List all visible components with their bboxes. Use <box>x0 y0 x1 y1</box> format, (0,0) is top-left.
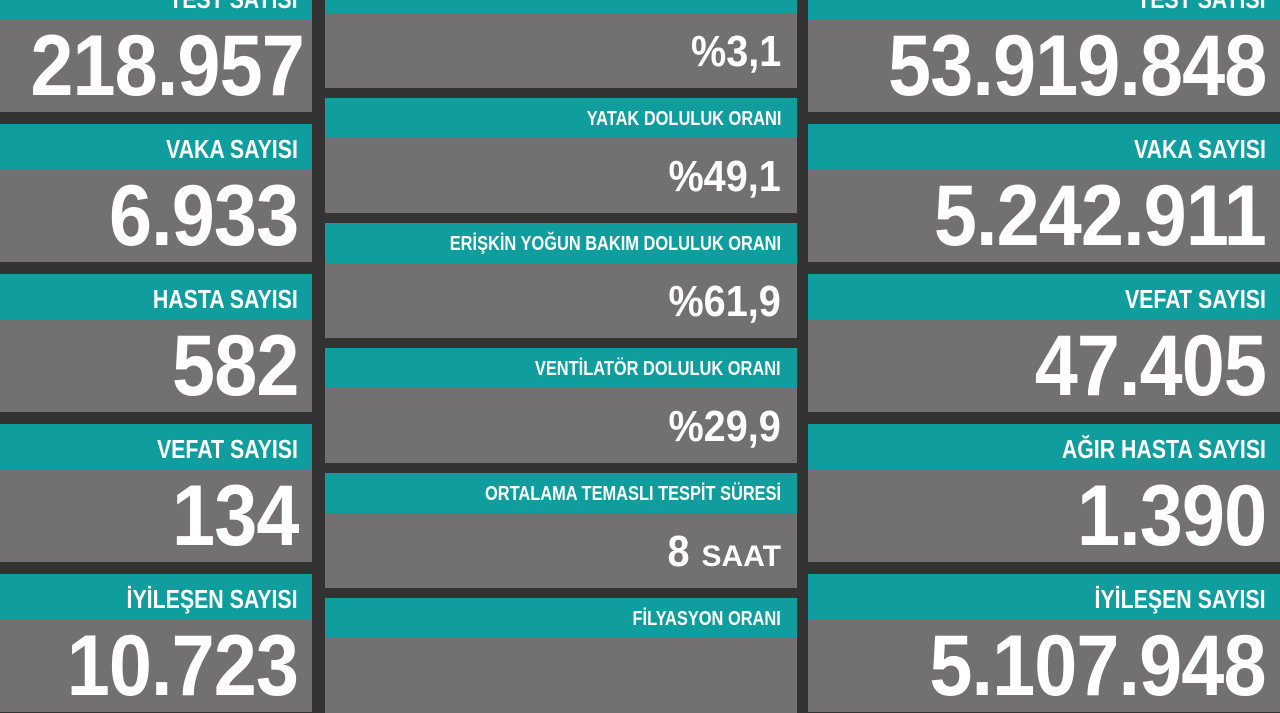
total-column: TEST SAYISI 53.919.848 VAKA SAYISI 5.242.… <box>808 0 1280 712</box>
tile-label: HASTA SAYISI <box>0 274 312 320</box>
tile-value: 8 SAAT <box>325 513 797 588</box>
tile-label: YATAK DOLULUK ORANI <box>325 98 797 138</box>
tile-value: 582 <box>0 320 312 412</box>
unit-text: SAAT <box>701 540 781 573</box>
tile-value: 47.405 <box>808 320 1280 412</box>
label-text: AĞIR HASTA SAYISI <box>1061 434 1266 464</box>
value-text: 5.242.911 <box>934 170 1267 262</box>
tile-label: HASTALARDA ZATÜRRE ORANI <box>325 0 797 13</box>
tile-label: VEFAT SAYISI <box>0 424 312 470</box>
daily-column: TEST SAYISI 218.957 VAKA SAYISI 6.933 HAST… <box>0 0 312 712</box>
tile-label: ERİŞKİN YOĞUN BAKIM DOLULUK ORANI <box>325 223 797 263</box>
tile-value: %49,1 <box>325 138 797 213</box>
tile-label: VAKA SAYISI <box>808 124 1280 170</box>
tile-label: TEST SAYISI <box>0 0 312 20</box>
value-text: 218.957 <box>30 20 304 112</box>
tile-value: 5.107.948 <box>808 620 1280 712</box>
value-text: 5.107.948 <box>929 620 1267 712</box>
label-text: HASTALARDA ZATÜRRE ORANI <box>530 0 781 13</box>
rates-column: HASTALARDA ZATÜRRE ORANI %3,1 YATAK DOLUL… <box>325 0 797 713</box>
tile-value: %3,1 <box>325 13 797 88</box>
tile-label: ORTALAMA TEMASLI TESPİT SÜRESİ <box>325 473 797 513</box>
label-text: VAKA SAYISI <box>166 134 298 164</box>
label-text: VAKA SAYISI <box>1134 134 1266 164</box>
value-text: 10.723 <box>66 620 299 712</box>
label-text: İYİLEŞEN SAYISI <box>126 584 298 614</box>
label-text: TEST SAYISI <box>170 0 298 20</box>
value-text: %61,9 <box>668 277 781 326</box>
value-text: %3,1 <box>690 27 781 76</box>
label-text: TEST SAYISI <box>1138 0 1266 20</box>
value-text: 47.405 <box>1034 320 1267 412</box>
label-text: İYİLEŞEN SAYISI <box>1094 584 1266 614</box>
tile-label: AĞIR HASTA SAYISI <box>808 424 1280 470</box>
value-text: 53.919.848 <box>887 20 1267 112</box>
value-text: 134 <box>171 470 299 562</box>
tile-value: 5.242.911 <box>808 170 1280 262</box>
label-text: FİLYASYON ORANI <box>632 608 781 630</box>
label-text: VENTİLATÖR DOLULUK ORANI <box>535 358 781 380</box>
tile-value: 53.919.848 <box>808 20 1280 112</box>
tile-value: 1.390 <box>808 470 1280 562</box>
tile-value <box>325 638 797 713</box>
value-text: 6.933 <box>108 170 299 262</box>
label-text: ORTALAMA TEMASLI TESPİT SÜRESİ <box>484 483 781 505</box>
value-text: %29,9 <box>668 402 781 451</box>
tile-value: 6.933 <box>0 170 312 262</box>
label-text: ERİŞKİN YOĞUN BAKIM DOLULUK ORANI <box>449 233 781 255</box>
tile-label: VENTİLATÖR DOLULUK ORANI <box>325 348 797 388</box>
label-text: YATAK DOLULUK ORANI <box>586 108 781 130</box>
label-text: VEFAT SAYISI <box>1124 284 1266 314</box>
tile-value: %29,9 <box>325 388 797 463</box>
value-text: 1.390 <box>1076 470 1267 562</box>
label-text: VEFAT SAYISI <box>156 434 298 464</box>
tile-label: FİLYASYON ORANI <box>325 598 797 638</box>
tile-value: 218.957 <box>0 20 312 112</box>
value-text: 8 <box>667 527 690 576</box>
tile-value: 10.723 <box>0 620 312 712</box>
value-text: %49,1 <box>668 152 781 201</box>
tile-value: 134 <box>0 470 312 562</box>
tile-label: İYİLEŞEN SAYISI <box>808 574 1280 620</box>
tile-label: TEST SAYISI <box>808 0 1280 20</box>
value-text: 582 <box>171 320 299 412</box>
tile-value: %61,9 <box>325 263 797 338</box>
tile-label: İYİLEŞEN SAYISI <box>0 574 312 620</box>
tile-label: VEFAT SAYISI <box>808 274 1280 320</box>
label-text: HASTA SAYISI <box>153 284 298 314</box>
tile-label: VAKA SAYISI <box>0 124 312 170</box>
